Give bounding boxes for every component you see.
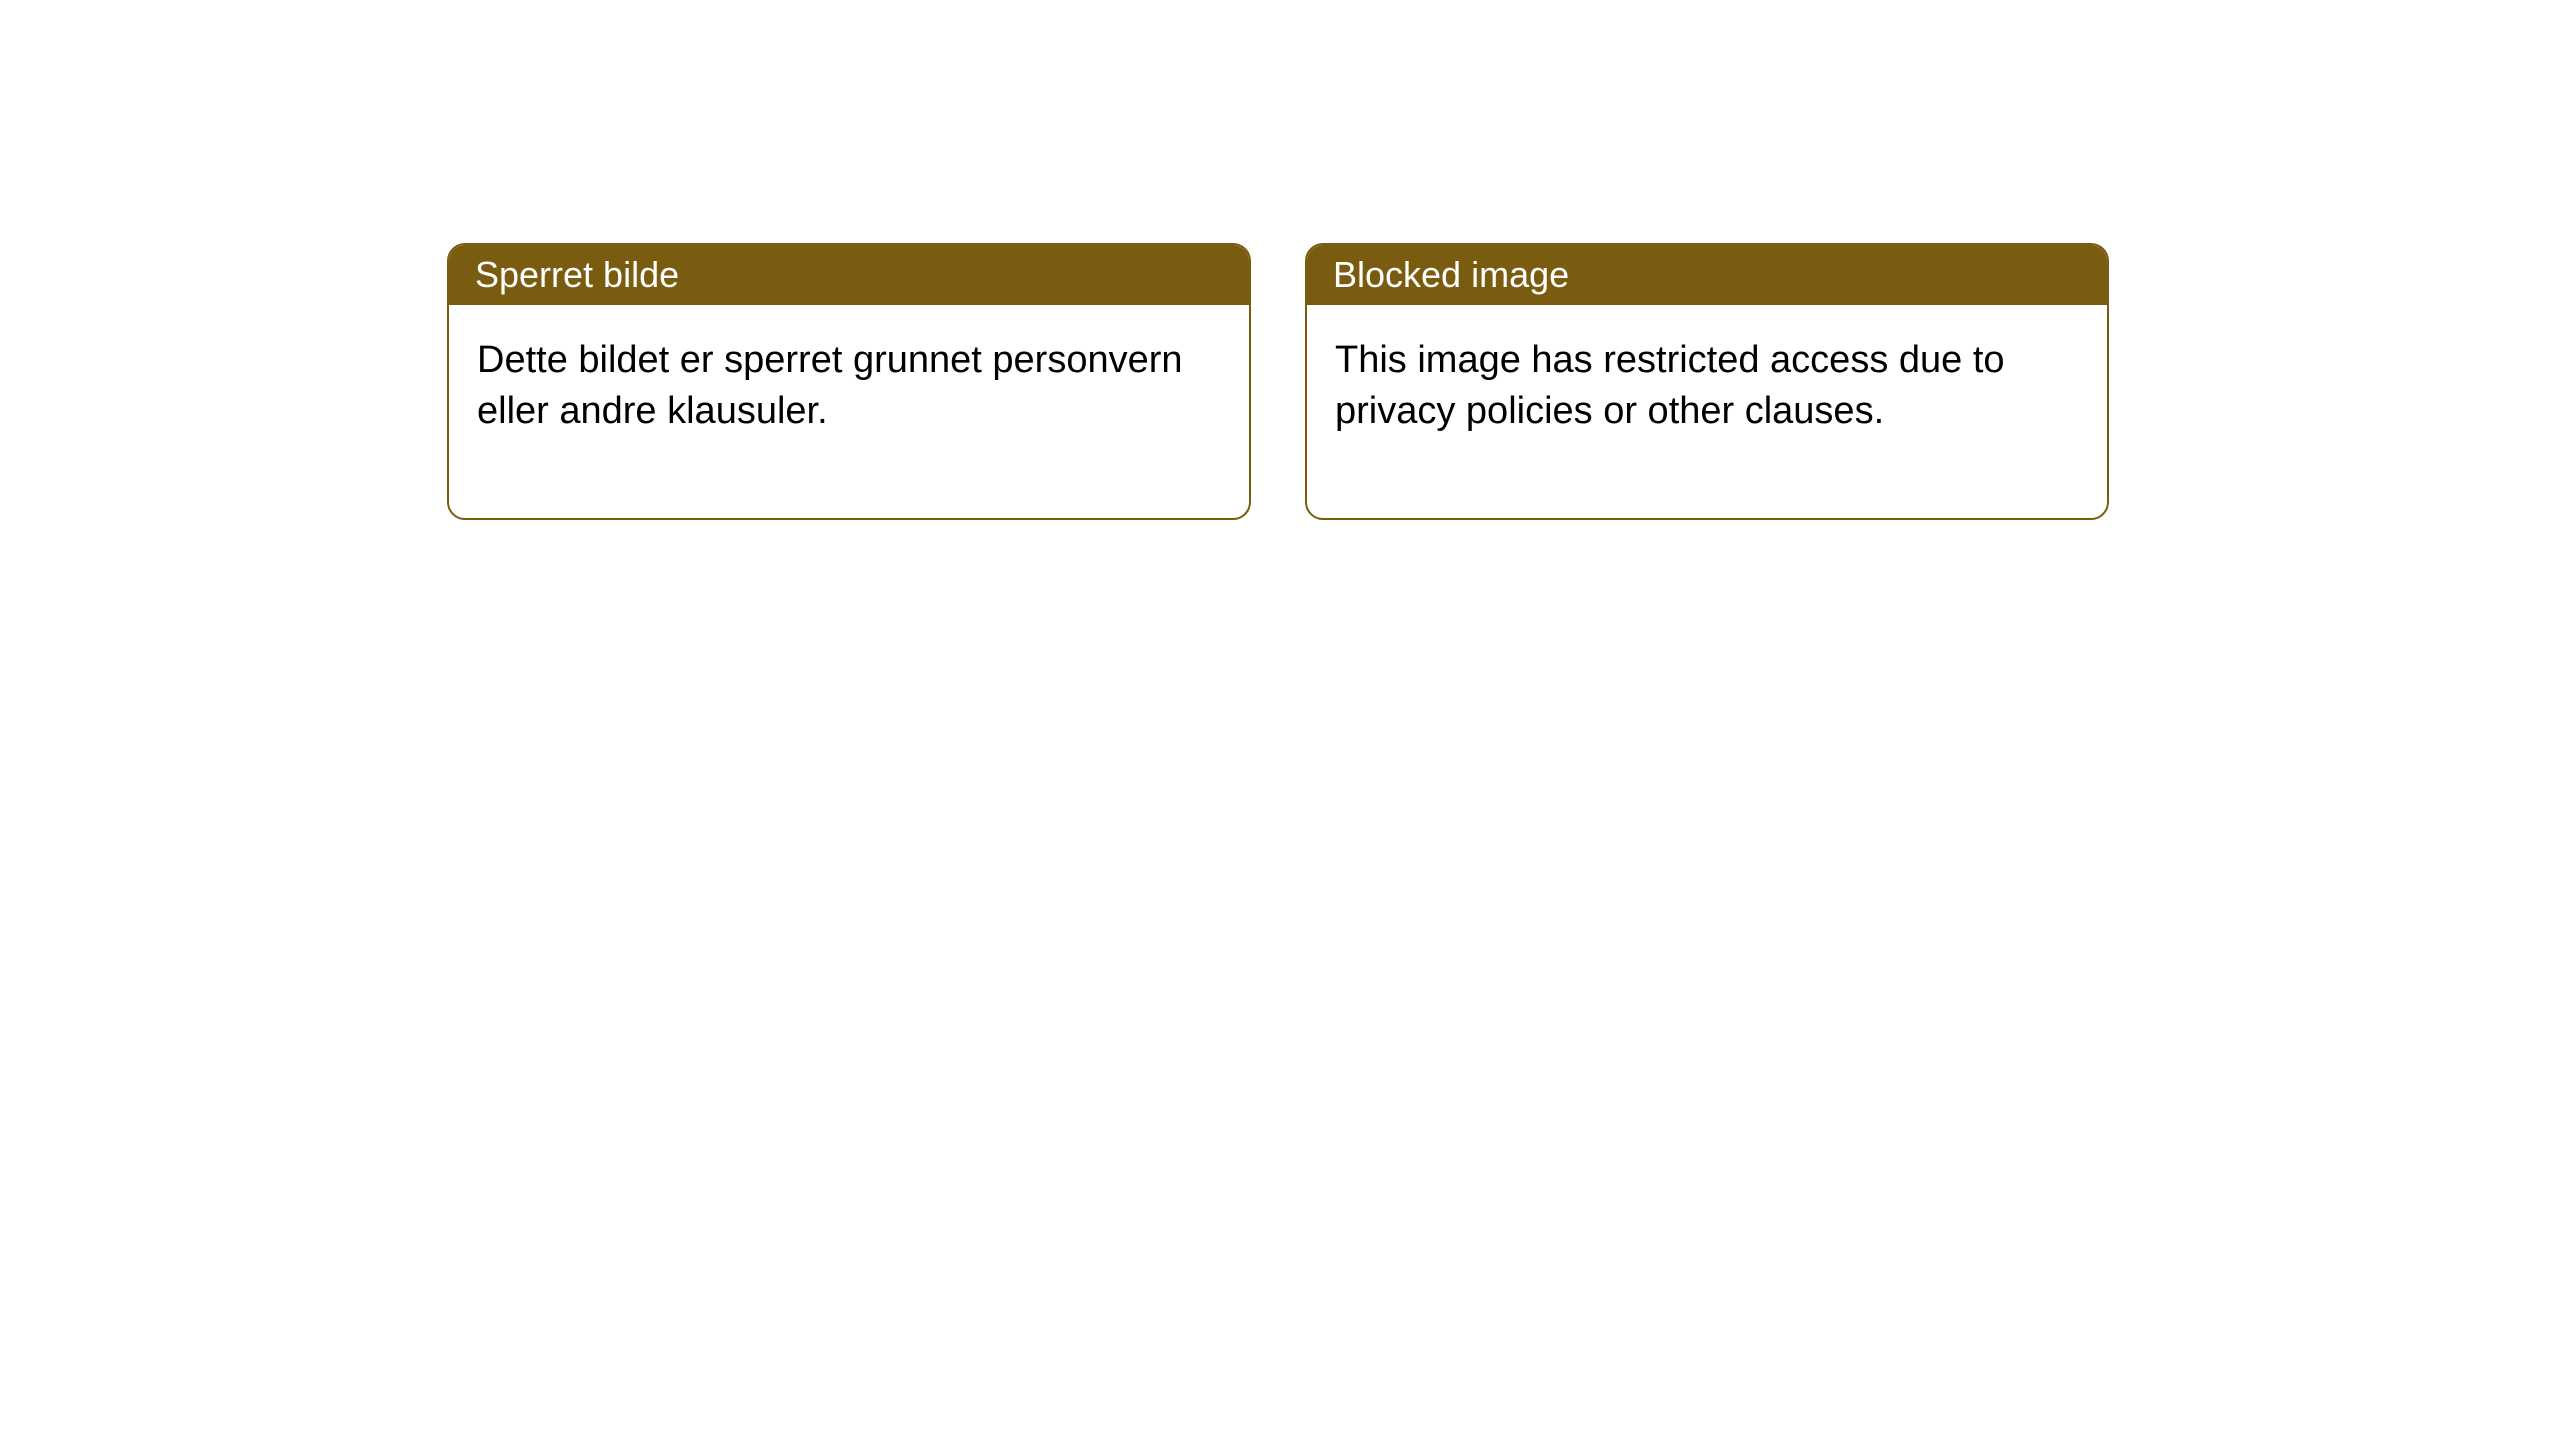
card-title: Sperret bilde [475,254,679,295]
card-body: This image has restricted access due to … [1307,305,2107,518]
cards-container: Sperret bilde Dette bildet er sperret gr… [0,0,2560,520]
card-message: Dette bildet er sperret grunnet personve… [477,339,1183,432]
card-message: This image has restricted access due to … [1335,339,2005,432]
card-body: Dette bildet er sperret grunnet personve… [449,305,1249,518]
card-header: Blocked image [1307,245,2107,305]
card-title: Blocked image [1333,254,1569,295]
card-header: Sperret bilde [449,245,1249,305]
blocked-image-card-en: Blocked image This image has restricted … [1305,243,2109,520]
blocked-image-card-no: Sperret bilde Dette bildet er sperret gr… [447,243,1251,520]
